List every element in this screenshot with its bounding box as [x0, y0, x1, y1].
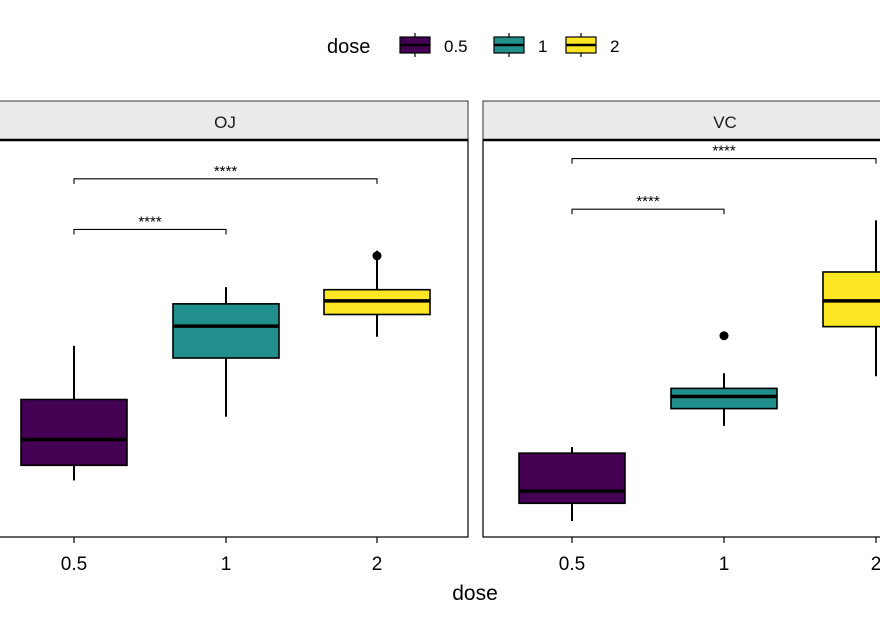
box-VC-2 — [822, 220, 880, 377]
strip-oj — [0, 100, 469, 141]
significance-label: **** — [712, 143, 736, 160]
legend-label-2: 2 — [610, 37, 619, 56]
x-tick-label-VC-1: 1 — [719, 554, 730, 575]
outlier-point — [719, 331, 729, 341]
box-OJ-0.5 — [20, 345, 128, 481]
legend: dose 0.5 1 2 — [327, 33, 619, 58]
box-OJ-2 — [323, 250, 431, 337]
legend-key-2: 2 — [565, 33, 619, 57]
facet-vc: VC 0.5 1 2 **** **** — [482, 100, 880, 575]
box-VC-1 — [670, 331, 778, 426]
box-body — [670, 387, 778, 410]
x-tick-label-VC-0.5: 0.5 — [559, 554, 585, 575]
strip-vc — [482, 100, 880, 141]
legend-label-0.5: 0.5 — [444, 37, 468, 56]
significance-bracket-VC-0.5-2: **** — [571, 143, 877, 164]
x-tick-label-OJ-0.5: 0.5 — [61, 554, 87, 575]
box-VC-0.5 — [518, 447, 626, 521]
outlier-point — [372, 251, 382, 261]
box-OJ-1 — [172, 287, 280, 417]
x-tick-label-OJ-2: 2 — [372, 554, 383, 575]
box-body — [20, 398, 128, 467]
legend-label-1: 1 — [538, 37, 547, 56]
significance-bracket-VC-0.5-1: **** — [571, 193, 725, 215]
facet-oj: OJ 0.5 1 2 **** **** — [0, 100, 469, 575]
significance-label: **** — [214, 163, 238, 180]
significance-bracket-OJ-0.5-2: **** — [73, 163, 378, 184]
significance-label: **** — [636, 193, 660, 210]
legend-key-1: 1 — [493, 33, 547, 57]
significance-bracket-OJ-0.5-1: **** — [73, 213, 227, 235]
x-tick-label-VC-2: 2 — [871, 554, 880, 575]
strip-label-oj: OJ — [214, 113, 236, 132]
x-tick-label-OJ-1: 1 — [221, 554, 232, 575]
strip-label-vc: VC — [713, 113, 737, 132]
legend-title: dose — [327, 36, 370, 58]
box-body — [518, 452, 626, 505]
x-axis-title: dose — [452, 582, 498, 605]
significance-label: **** — [138, 213, 162, 230]
box-body — [172, 303, 280, 359]
legend-key-0.5: 0.5 — [399, 33, 468, 57]
